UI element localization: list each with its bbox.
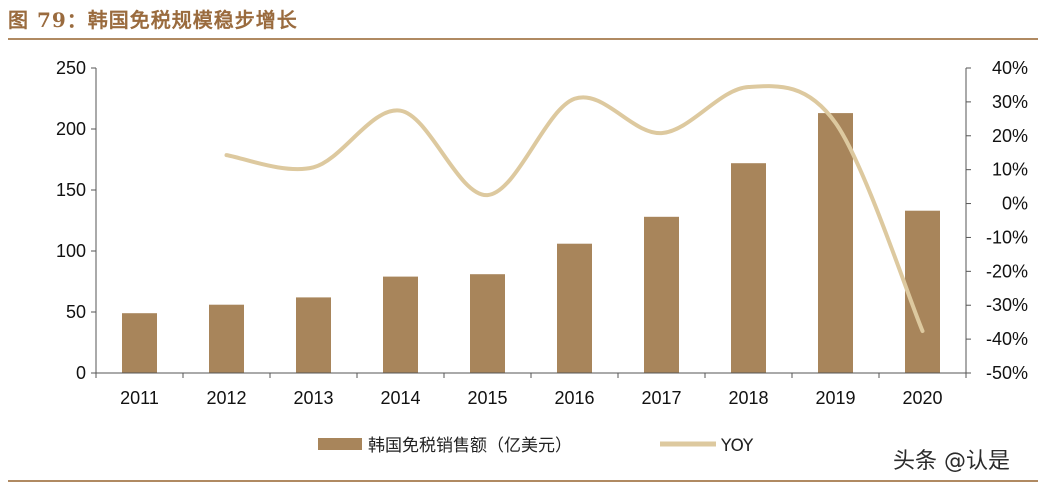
bar-2017 [644,216,679,373]
x-tick-label-2014: 2014 [380,388,420,408]
bar-2013 [296,297,331,373]
chart-legend: 韩国免税销售额（亿美元） YOY [318,436,754,456]
bar-2019 [818,113,853,373]
y-right-tick-label: 40% [992,58,1028,78]
bar-series [122,113,940,373]
x-tick-label-2019: 2019 [815,388,855,408]
yoy-line [224,84,925,333]
y-right-tick-label: 30% [992,92,1028,112]
y-left-tick-label: 150 [56,180,86,200]
bar-2018 [731,163,766,373]
x-tick-label-2020: 2020 [902,388,942,408]
x-tick-label-2018: 2018 [728,388,768,408]
x-tick-label-2016: 2016 [554,388,594,408]
top-divider [8,38,1038,40]
chart-axes: 0 50 100 150 200 250 -50% -40% -30% -20% -10% 0% 10%… [56,58,1028,408]
x-tick-label-2012: 2012 [206,388,246,408]
x-tick-label-2011: 2011 [120,388,159,408]
y-right-tick-label: 10% [992,160,1028,180]
x-tick-label-2013: 2013 [293,388,333,408]
bar-2015 [470,274,505,373]
y-right-tick-label: -20% [986,261,1028,281]
yoy-line-series [224,84,925,333]
y-left-tick-label: 200 [56,119,86,139]
y-right-tick-label: -10% [986,227,1028,247]
y-left-tick-label: 250 [56,58,86,78]
legend-label-bar: 韩国免税销售额（亿美元） [368,436,572,456]
legend-swatch-bar [318,438,362,450]
watermark: 头条 @认是 [893,449,1010,474]
bar-2020 [905,210,940,373]
legend-label-line: YOY [720,436,754,456]
bar-2011 [122,313,157,373]
x-tick-label-2015: 2015 [467,388,507,408]
y-left-tick-label: 50 [66,302,86,322]
y-right-tick-label: 0% [1002,194,1028,214]
y-left-tick-label: 100 [56,241,86,261]
y-right-tick-label: 20% [992,126,1028,146]
bar-2016 [557,243,592,373]
y-right-tick-label: -40% [986,329,1028,349]
figure-title: 图 79：韩国免税规模稳步增长 [8,8,298,32]
y-right-tick-label: -50% [986,363,1028,383]
y-right-tick-label: -30% [986,295,1028,315]
bar-2014 [383,276,418,373]
bottom-divider [8,480,1038,482]
bar-2012 [209,304,244,373]
x-tick-label-2017: 2017 [641,388,681,408]
y-left-tick-label: 0 [76,363,86,383]
